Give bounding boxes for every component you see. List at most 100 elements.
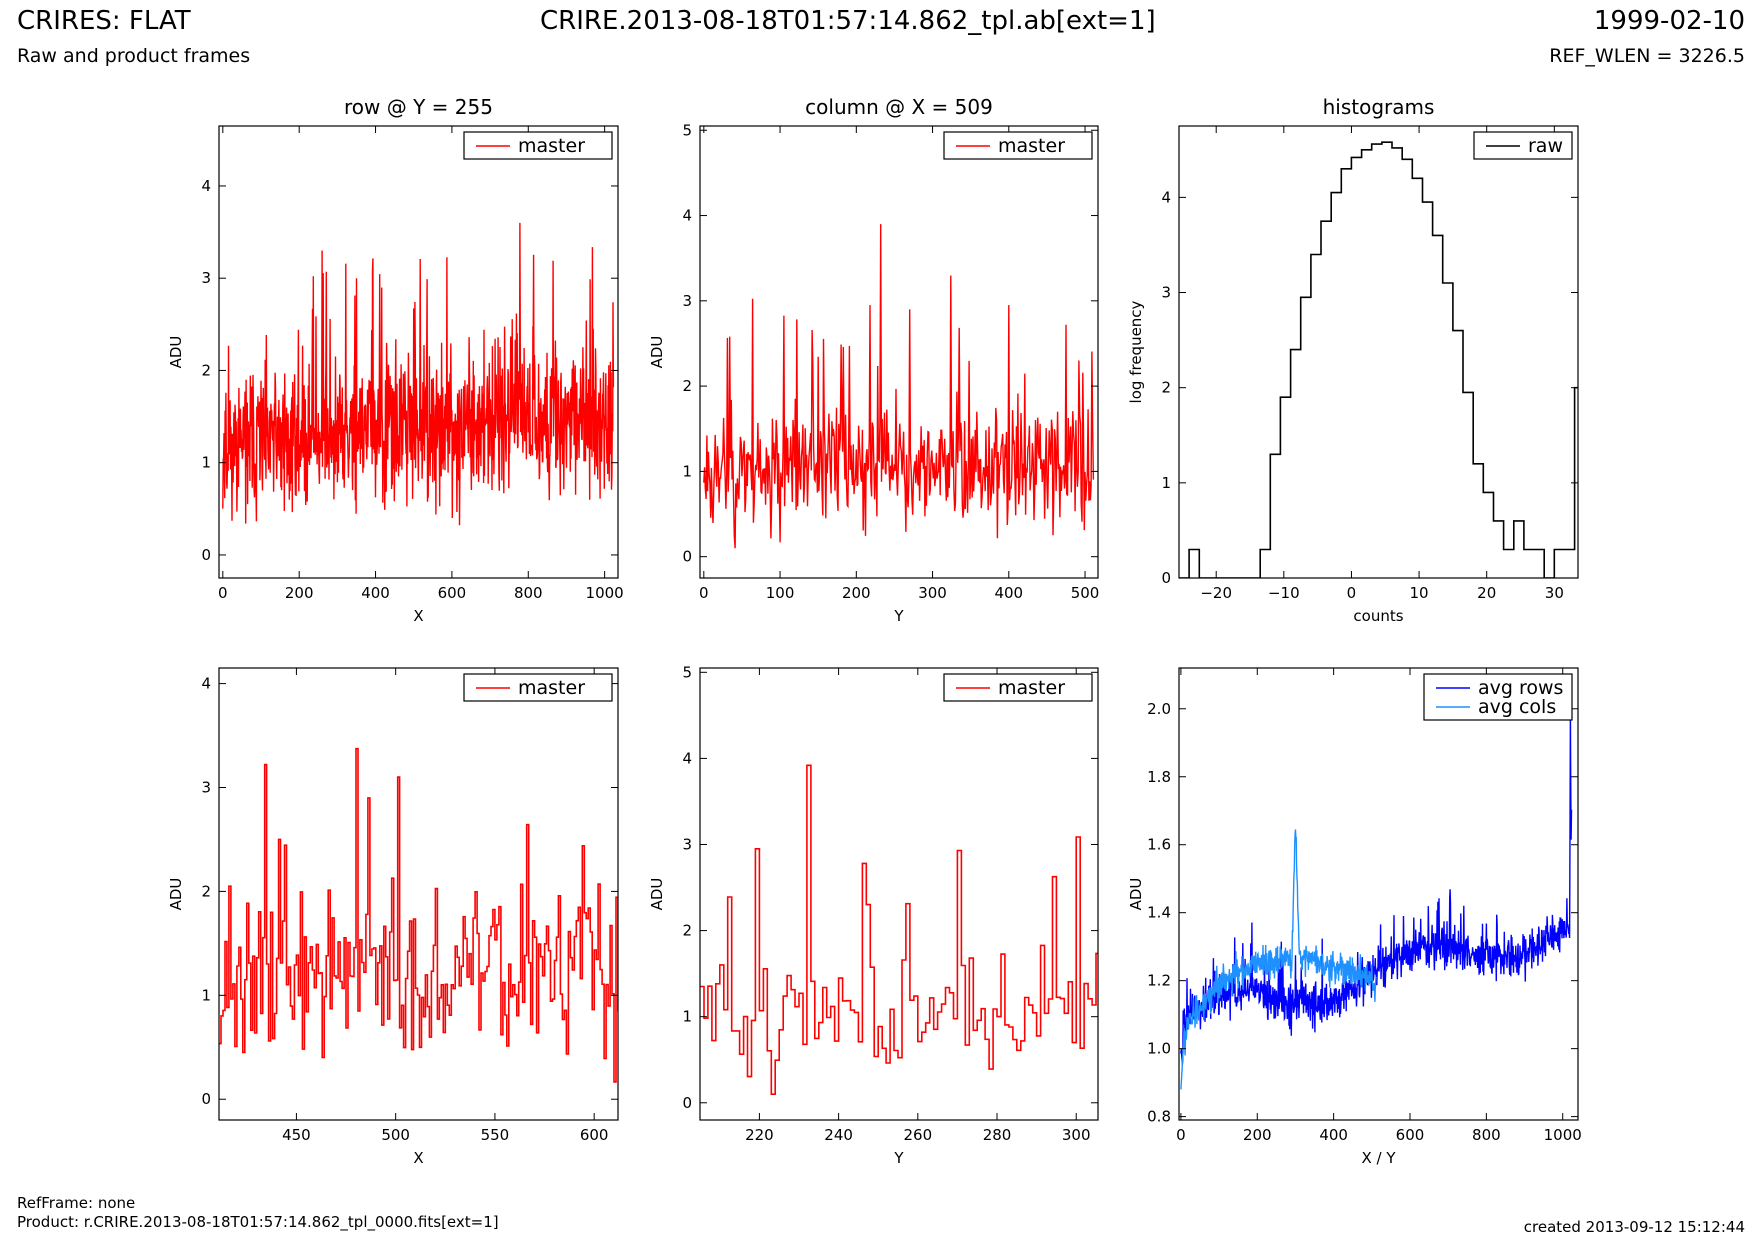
y-tick-label: 2 <box>201 882 211 900</box>
y-tick-label: 3 <box>682 292 692 310</box>
legend: master <box>463 673 613 702</box>
y-tick-label: 1 <box>201 454 211 472</box>
x-tick-label: 30 <box>1545 584 1564 602</box>
product-label: Product: r.CRIRE.2013-08-18T01:57:14.862… <box>17 1213 499 1231</box>
x-tick-label: 260 <box>903 1126 932 1144</box>
ref-wlen-label: REF_WLEN = 3226.5 <box>1549 45 1745 67</box>
chart-row-full: row @ Y = 255 0 200 400 600 800 1000 0 1 2 3 4 X ADU m… <box>167 95 624 625</box>
plot-frame <box>218 667 619 1121</box>
y-tick-label: 4 <box>682 207 692 225</box>
y-tick-label: 1.8 <box>1147 768 1171 786</box>
x-tick-label: 200 <box>285 584 314 602</box>
y-tick-label: 2 <box>201 361 211 379</box>
x-axis-label: counts <box>1353 607 1403 625</box>
plot-frame <box>699 125 1099 579</box>
legend: master <box>943 131 1093 160</box>
x-axis-label: X <box>413 607 423 625</box>
y-axis-label: ADU <box>648 878 666 911</box>
x-tick-label: 200 <box>842 584 871 602</box>
chart-col-zoom: 220 240 260 280 300 0 1 2 3 4 5 Y ADU master <box>648 663 1099 1167</box>
x-axis-label: Y <box>893 607 904 625</box>
y-tick-label: 1.6 <box>1147 836 1171 854</box>
plot-frame <box>1178 667 1579 1121</box>
x-tick-label: 0 <box>1347 584 1357 602</box>
y-tick-label: 1.2 <box>1147 972 1171 990</box>
x-tick-label: 240 <box>824 1126 853 1144</box>
legend-label: avg rows <box>1478 677 1563 699</box>
x-tick-label: −20 <box>1200 584 1232 602</box>
y-tick-label: 1 <box>1161 474 1171 492</box>
x-tick-label: 500 <box>1071 584 1100 602</box>
chart-row-zoom: 450 500 550 600 0 1 2 3 4 X ADU master <box>167 667 619 1167</box>
x-tick-label: −10 <box>1268 584 1300 602</box>
plot-frame <box>218 125 619 579</box>
y-tick-label: 1.0 <box>1147 1040 1171 1058</box>
y-tick-label: 4 <box>682 749 692 767</box>
y-tick-label: 4 <box>1161 188 1171 206</box>
created-label: created 2013-09-12 15:12:44 <box>1523 1218 1745 1236</box>
chart-title: histograms <box>1323 95 1435 119</box>
y-tick-label: 0.8 <box>1147 1108 1171 1126</box>
x-tick-label: 800 <box>1472 1126 1501 1144</box>
y-axis-label: ADU <box>167 878 185 911</box>
series-avg-rows <box>1180 712 1573 1065</box>
y-tick-label: 1.4 <box>1147 904 1171 922</box>
y-tick-label: 3 <box>1161 284 1171 302</box>
y-tick-label: 0 <box>1161 569 1171 587</box>
y-tick-label: 1 <box>682 1008 692 1026</box>
chart-title: row @ Y = 255 <box>344 95 493 119</box>
chart-col-full: column @ X = 509 0 100 200 300 400 500 0 1 2 3 4 5 Y A… <box>648 95 1099 625</box>
x-tick-label: 600 <box>438 584 467 602</box>
x-tick-label: 300 <box>1062 1126 1091 1144</box>
x-tick-label: 10 <box>1410 584 1429 602</box>
y-tick-label: 5 <box>682 663 692 681</box>
chart-averages: 0 200 400 600 800 1000 0.8 1.0 1.2 1.4 1.6 1.8 2.0 X … <box>1127 667 1582 1167</box>
legend-label: master <box>518 677 585 699</box>
x-tick-label: 300 <box>918 584 947 602</box>
x-tick-label: 220 <box>745 1126 774 1144</box>
series-master <box>703 224 1095 549</box>
legend-label: avg cols <box>1478 696 1556 718</box>
legend-label: master <box>518 135 585 157</box>
plot-frame <box>699 667 1099 1121</box>
y-tick-label: 2.0 <box>1147 700 1171 718</box>
x-tick-label: 100 <box>766 584 795 602</box>
legend: raw <box>1473 131 1573 160</box>
x-tick-label: 0 <box>1176 1126 1186 1144</box>
legend: master <box>943 673 1093 702</box>
page-subtitle: Raw and product frames <box>17 45 251 67</box>
y-axis-label: ADU <box>1127 878 1145 911</box>
y-tick-label: 2 <box>682 922 692 940</box>
x-tick-label: 450 <box>282 1126 311 1144</box>
y-axis-label: ADU <box>167 336 185 369</box>
chart-title: column @ X = 509 <box>805 95 993 119</box>
x-tick-label: 400 <box>1319 1126 1348 1144</box>
file-title: CRIRE.2013-08-18T01:57:14.862_tpl.ab[ext… <box>540 6 1156 36</box>
x-tick-label: 400 <box>361 584 390 602</box>
y-tick-label: 3 <box>201 778 211 796</box>
x-tick-label: 600 <box>580 1126 609 1144</box>
y-tick-label: 4 <box>201 177 211 195</box>
y-tick-label: 3 <box>201 269 211 287</box>
x-tick-label: 0 <box>218 584 228 602</box>
y-axis-label: ADU <box>648 336 666 369</box>
y-tick-label: 0 <box>682 548 692 566</box>
x-axis-label: X / Y <box>1361 1149 1396 1167</box>
x-axis-label: X <box>413 1149 423 1167</box>
y-tick-label: 1 <box>201 986 211 1004</box>
x-tick-label: 600 <box>1396 1126 1425 1144</box>
x-tick-label: 1000 <box>1544 1126 1582 1144</box>
x-tick-label: 1000 <box>586 584 624 602</box>
legend-label: master <box>998 135 1065 157</box>
chart-histograms: histograms −20 −10 0 10 20 30 0 1 2 3 4 counts log fr… <box>1127 95 1579 625</box>
plot-frame <box>1178 125 1579 579</box>
legend-label: raw <box>1528 135 1563 157</box>
ref-frame-label: RefFrame: none <box>17 1194 136 1212</box>
page-title: CRIRES: FLAT <box>17 6 191 36</box>
series-master <box>222 222 615 526</box>
series-master <box>219 747 618 1083</box>
x-tick-label: 0 <box>699 584 709 602</box>
y-tick-label: 4 <box>201 675 211 693</box>
